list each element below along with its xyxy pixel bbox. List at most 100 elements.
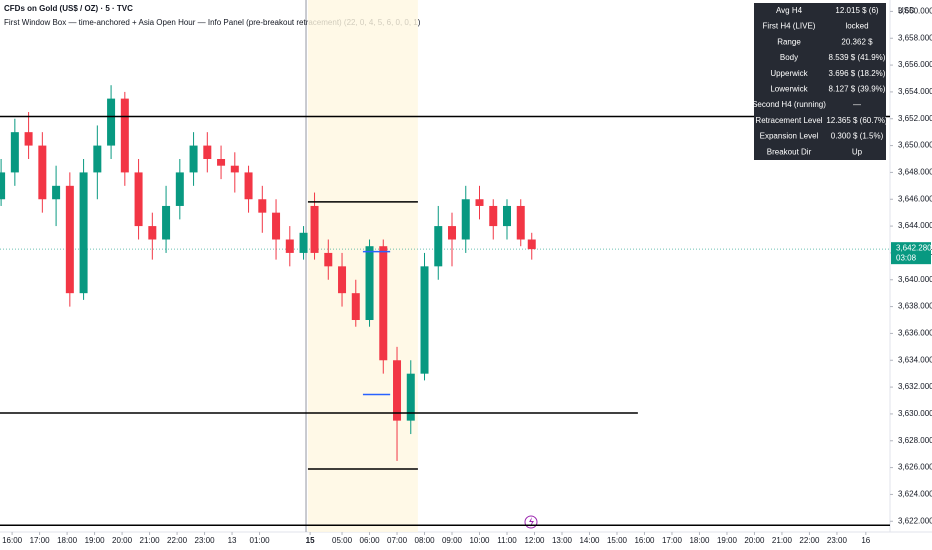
candle-body (79, 172, 88, 294)
candle-body (38, 145, 47, 200)
x-tick-label: 17:00 (662, 536, 683, 545)
y-tick-label: 3,636.000 (898, 329, 932, 338)
y-tick-label: 3,644.000 (898, 221, 932, 230)
candle-body (175, 172, 184, 206)
currency-label: USD (898, 6, 915, 15)
candle-body (10, 132, 19, 173)
y-tick-label: 3,658.000 (898, 33, 932, 42)
candle-body (65, 185, 74, 294)
candle-body (461, 199, 470, 240)
candle-body (24, 132, 33, 146)
x-tick-label: 22:00 (167, 536, 188, 545)
info-label: Body (780, 53, 798, 62)
candle-body (365, 246, 374, 321)
candle-body (272, 212, 281, 240)
info-value: 8.539 $ (41.9%) (829, 53, 886, 62)
y-tick-label: 3,628.000 (898, 436, 932, 445)
y-tick-label: 3,632.000 (898, 382, 932, 391)
x-tick-label: 13 (228, 536, 237, 545)
candle-body (379, 246, 388, 361)
candle-body (338, 266, 347, 294)
candle-body (285, 239, 294, 253)
y-tick-label: 3,638.000 (898, 302, 932, 311)
info-value: 3.696 $ (18.2%) (829, 69, 886, 78)
x-tick-label: 18:00 (689, 536, 710, 545)
info-label: Breakout Dir (767, 147, 812, 156)
x-tick-label: 23:00 (827, 536, 848, 545)
info-value: 0.300 $ (1.5%) (831, 132, 884, 141)
x-tick-label: 19:00 (717, 536, 738, 545)
info-value: 12.015 $ (6) (835, 6, 878, 15)
x-tick-label: 15 (306, 536, 315, 545)
event-bolt (529, 517, 534, 527)
y-tick-label: 3,640.000 (898, 275, 932, 284)
x-tick-label: 13:00 (552, 536, 573, 545)
y-tick-label: 3,652.000 (898, 114, 932, 123)
candle-body (324, 252, 333, 267)
x-tick-label: 17:00 (30, 536, 51, 545)
candle-body (299, 232, 308, 253)
x-tick-label: 20:00 (112, 536, 133, 545)
candle-body (93, 145, 102, 173)
candle-body (475, 199, 484, 206)
y-tick-label: 3,626.000 (898, 463, 932, 472)
candle-body (351, 293, 360, 321)
info-value: 20.362 $ (841, 37, 873, 46)
info-value: locked (845, 22, 868, 31)
candle-body (107, 98, 116, 146)
y-tick-label: 3,648.000 (898, 168, 932, 177)
x-tick-label: 21:00 (772, 536, 793, 545)
x-tick-label: 09:00 (442, 536, 463, 545)
candle-body (134, 172, 143, 227)
candle-body (203, 145, 212, 159)
info-value: — (853, 100, 861, 109)
candle-body (52, 185, 61, 200)
candle-body (489, 205, 498, 227)
indicator-label: First Window Box — time-anchored + Asia … (4, 18, 421, 27)
candle-body (244, 172, 253, 200)
candle-body (393, 360, 402, 421)
y-tick-label: 3,634.000 (898, 355, 932, 364)
candle-body (189, 145, 198, 173)
x-tick-label: 14:00 (579, 536, 600, 545)
y-tick-label: 3,656.000 (898, 60, 932, 69)
x-tick-label: 16 (861, 536, 870, 545)
candle-body (217, 158, 226, 166)
x-tick-label: 16:00 (2, 536, 23, 545)
candle-body (310, 205, 319, 253)
y-tick-label: 3,650.000 (898, 141, 932, 150)
candle-body (527, 239, 536, 250)
x-tick-label: 20:00 (744, 536, 765, 545)
info-label: Range (777, 37, 801, 46)
candle-body (0, 172, 6, 200)
x-tick-label: 08:00 (415, 536, 436, 545)
candle-body (162, 205, 171, 240)
info-label: Lowerwick (770, 84, 808, 93)
x-tick-label: 07:00 (387, 536, 408, 545)
x-tick-label: 12:00 (524, 536, 545, 545)
candle-body (503, 205, 512, 227)
y-tick-label: 3,624.000 (898, 490, 932, 499)
candle-body (448, 226, 457, 240)
x-tick-label: 11:00 (497, 536, 517, 545)
info-label: First H4 (LIVE) (763, 22, 816, 31)
y-tick-label: 3,660.000 (898, 7, 932, 16)
candle-body (406, 373, 415, 421)
info-label: Expansion Level (760, 132, 819, 141)
candle-body (148, 226, 157, 240)
x-tick-label: 15:00 (607, 536, 628, 545)
info-label: Retracement Level (755, 116, 822, 125)
last-price-label: 3,642.280 (896, 243, 932, 252)
x-tick-label: 01:00 (250, 536, 271, 545)
x-tick-label: 23:00 (195, 536, 216, 545)
candle-body (434, 226, 443, 267)
x-tick-label: 16:00 (634, 536, 655, 545)
info-label: Upperwick (770, 69, 808, 78)
info-panel (754, 3, 886, 160)
x-tick-label: 22:00 (799, 536, 820, 545)
candle-body (420, 266, 429, 374)
chart-title: CFDs on Gold (US$ / OZ) · 5 · TVC (4, 4, 133, 13)
countdown-label: 03:08 (896, 253, 917, 262)
y-tick-label: 3,622.000 (898, 516, 932, 525)
